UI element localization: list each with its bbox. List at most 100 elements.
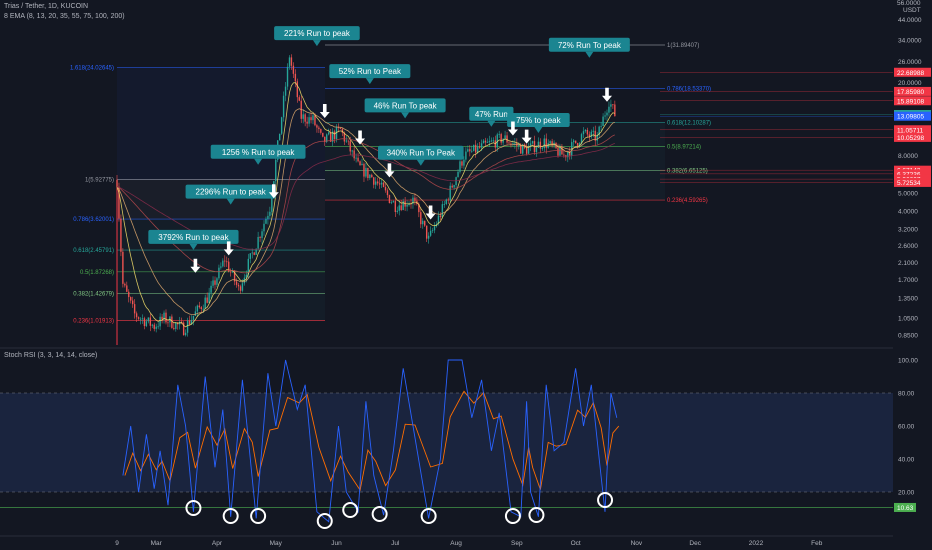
candle-body — [612, 104, 614, 106]
down-arrow-icon — [355, 130, 366, 145]
candle-body — [557, 148, 559, 156]
candle-body — [574, 140, 577, 144]
candle-body — [586, 129, 589, 135]
candle-body — [520, 144, 522, 154]
oversold-circle — [528, 507, 545, 523]
candle-body — [604, 115, 606, 117]
callout-text: 3792% Run to peak — [158, 233, 229, 242]
candle-body — [461, 161, 463, 166]
callout-box — [329, 64, 411, 79]
candle-body — [355, 157, 357, 159]
candle-body — [433, 226, 436, 231]
stoch-tick: 100.00 — [898, 358, 918, 365]
down-arrow-icon — [602, 87, 612, 102]
price-tick: 1.0500 — [898, 316, 918, 323]
callout-text: 2296% Run to peak — [196, 188, 267, 197]
fib-left-zone — [117, 67, 325, 180]
candle-body — [478, 146, 481, 148]
candle-body — [480, 143, 483, 148]
candle-body — [159, 316, 161, 327]
price-tick: 2.1000 — [898, 260, 918, 267]
candle-body — [572, 140, 575, 143]
candle-body — [171, 316, 173, 328]
candle-body — [486, 142, 489, 143]
time-tick: 2022 — [749, 540, 764, 547]
stoch-header: Stoch RSI (3, 3, 14, 14, close) — [4, 352, 98, 359]
ema-header: 8 EMA (8, 13, 20, 35, 55, 75, 100, 200) — [4, 13, 125, 20]
candle-body — [512, 143, 514, 145]
price-tick: 8.0000 — [898, 153, 918, 160]
candle-body — [596, 135, 598, 141]
candle-body — [367, 167, 369, 178]
candle-body — [371, 174, 373, 178]
price-tick: 1.7000 — [898, 277, 918, 284]
candle-body — [518, 144, 520, 146]
candle-body — [286, 66, 289, 87]
candle-body — [165, 312, 167, 323]
oversold-circle — [250, 508, 267, 524]
candle-body — [222, 260, 224, 267]
candle-body — [247, 258, 250, 275]
price-tick: 2.6000 — [898, 243, 918, 250]
candle-body — [175, 322, 177, 329]
candle-body — [545, 138, 547, 148]
callout-box — [548, 37, 630, 52]
fib-right-label: 0.786(18.53370) — [667, 86, 711, 92]
fib-left-label: 1(5.92775) — [85, 178, 114, 184]
time-tick: Oct — [571, 540, 581, 547]
candle-body — [396, 210, 398, 212]
candle-body — [206, 297, 208, 303]
price-tick: 4.0000 — [898, 209, 918, 216]
callout-text: 75% to peak — [516, 116, 561, 125]
candle-body — [527, 146, 530, 154]
candle-body — [510, 143, 512, 145]
candle-body — [202, 308, 204, 310]
candle-body — [610, 104, 612, 107]
candle-body — [504, 135, 506, 139]
callout-pointer — [365, 78, 374, 85]
price-label-tag — [894, 67, 931, 77]
candle-body — [441, 204, 444, 218]
price-label-tag — [894, 125, 931, 135]
candle-body — [392, 201, 395, 203]
fib-right-label: 0.5(8.97214) — [667, 144, 701, 150]
candle-body — [420, 212, 422, 225]
callout-box — [148, 229, 239, 244]
candle-body — [331, 131, 334, 142]
time-tick: Mar — [151, 540, 163, 547]
candle-body — [492, 140, 495, 142]
candle-body — [251, 252, 253, 254]
candle-body — [173, 327, 175, 329]
annotations: 3792% Run to peak 2296% Run to peak 1256 %… — [148, 26, 630, 273]
candle-body — [145, 321, 148, 327]
candle-body — [363, 163, 365, 177]
candle-body — [239, 286, 242, 291]
candle-body — [267, 215, 269, 219]
candle-body — [361, 163, 363, 166]
candle-body — [194, 311, 197, 316]
candle-body — [549, 141, 551, 144]
callout-text: 47% Run — [475, 110, 508, 119]
candle-body — [224, 260, 226, 262]
candle-body — [345, 140, 348, 142]
candle-body — [133, 304, 136, 314]
candle-body — [308, 117, 310, 124]
candle-body — [359, 161, 361, 166]
candle-body — [186, 320, 189, 333]
candle-body — [245, 274, 248, 278]
candle-body — [429, 230, 432, 236]
price-label-tag — [894, 132, 931, 142]
candle-body — [449, 185, 451, 201]
candle-body — [220, 266, 222, 268]
candle-body — [241, 283, 244, 291]
ema-line — [116, 108, 615, 316]
price-tick: 0.8500 — [898, 332, 918, 339]
callout-box — [185, 184, 276, 199]
callout-text: 46% Run To peak — [374, 101, 438, 110]
candle-body — [231, 270, 234, 273]
candle-body — [130, 297, 132, 301]
price-tick: 34.0000 — [898, 37, 922, 44]
candle-body — [427, 235, 430, 239]
candle-body — [304, 114, 306, 122]
candle-body — [469, 149, 471, 152]
